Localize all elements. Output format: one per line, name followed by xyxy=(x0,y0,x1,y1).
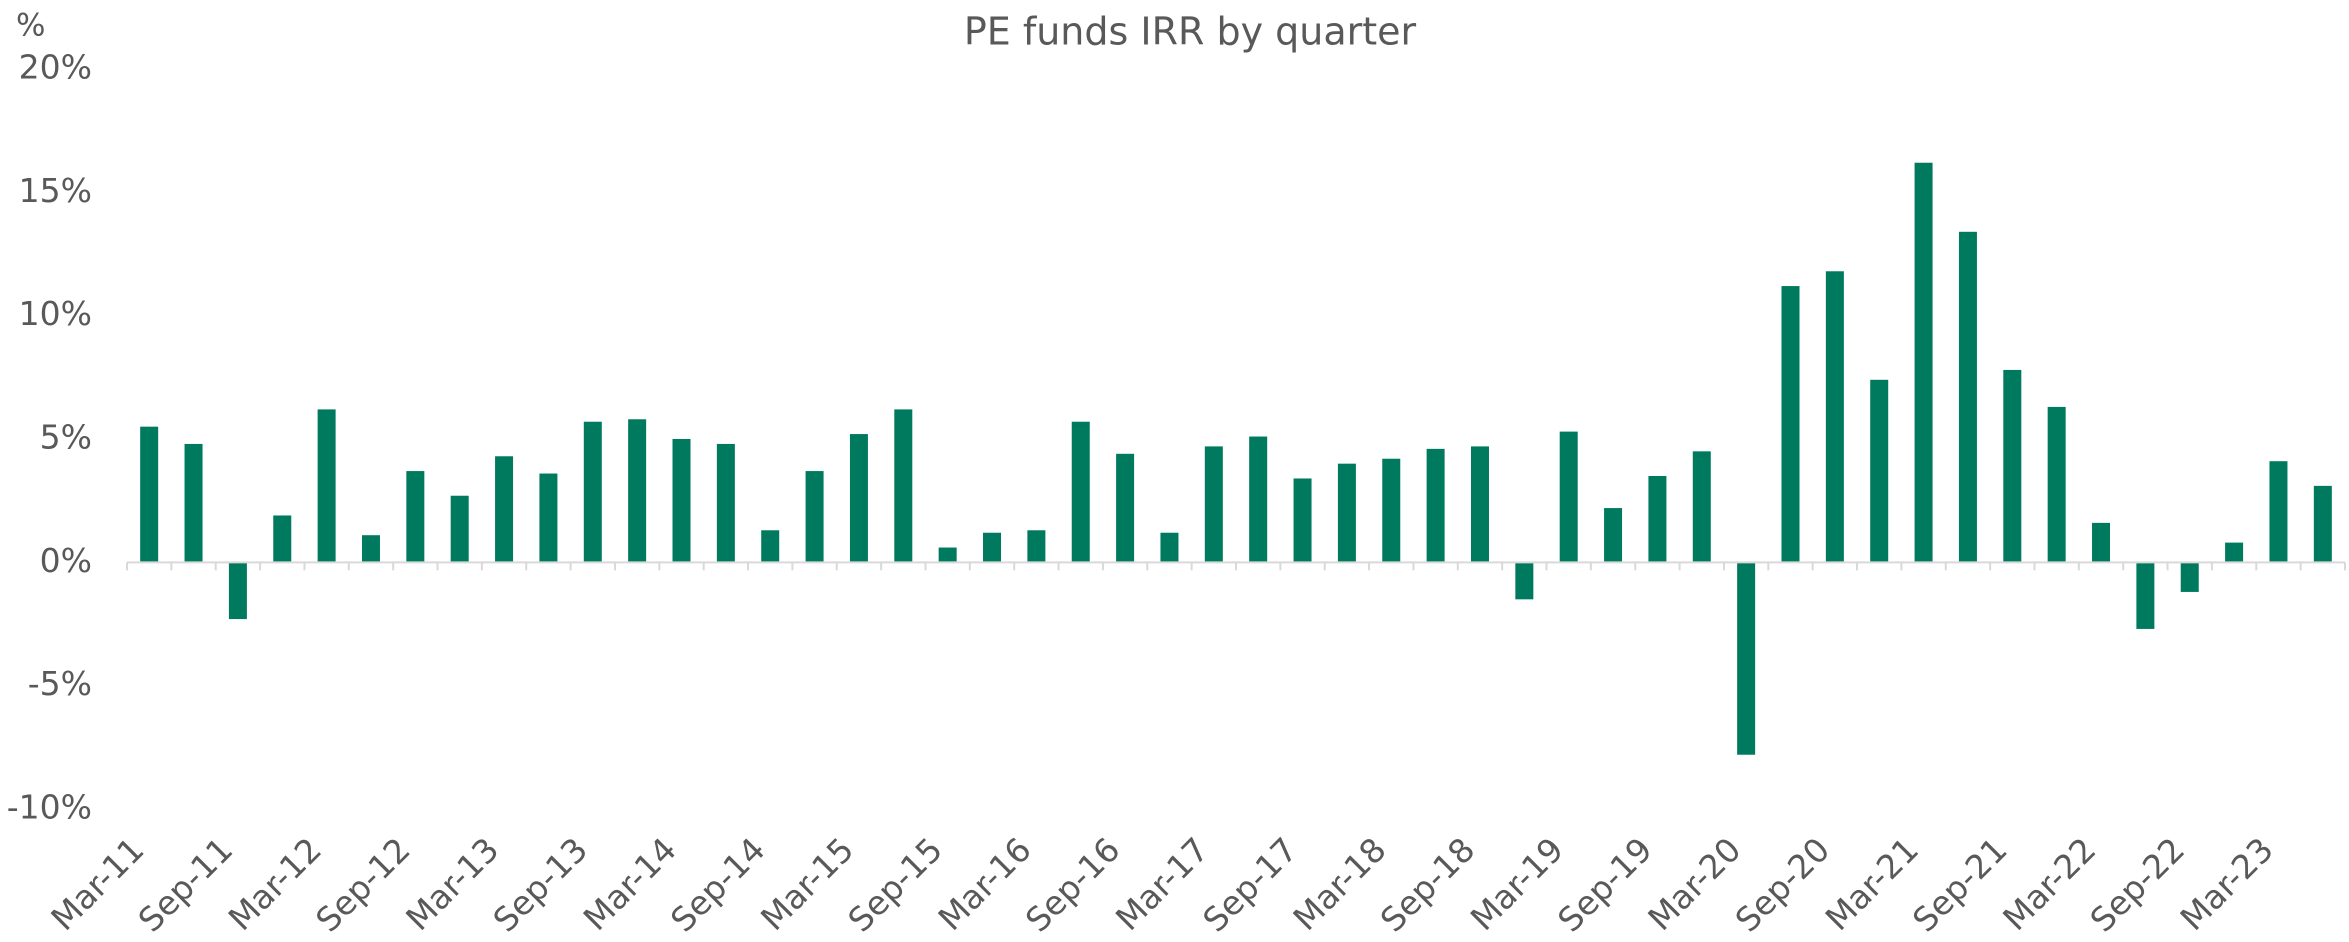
y-tick-label: 0% xyxy=(40,541,92,580)
bar xyxy=(1604,508,1623,563)
x-tick-label: Sep-12 xyxy=(308,830,418,940)
bar xyxy=(1382,458,1401,563)
bar xyxy=(1293,478,1312,563)
bar xyxy=(983,532,1002,563)
x-tick-label: Mar-19 xyxy=(1463,830,1571,938)
bar xyxy=(2225,542,2244,563)
bar xyxy=(1559,431,1578,563)
bar xyxy=(140,426,159,563)
bar xyxy=(1204,446,1223,563)
bar xyxy=(1027,530,1046,563)
x-tick-label: Sep-17 xyxy=(1195,830,1305,940)
bar xyxy=(1426,448,1445,563)
x-tick-label: Mar-20 xyxy=(1640,830,1748,938)
bar xyxy=(2047,406,2066,563)
chart-title: PE funds IRR by quarter xyxy=(964,10,1417,54)
bar xyxy=(1249,436,1268,563)
bar xyxy=(450,495,469,563)
bar xyxy=(539,473,558,563)
y-tick-label: 5% xyxy=(40,418,92,457)
x-tick-label: Mar-14 xyxy=(576,830,684,938)
x-tick-label: Mar-15 xyxy=(753,830,861,938)
bar xyxy=(1160,532,1179,563)
bar xyxy=(716,443,735,563)
x-tick-label: Mar-21 xyxy=(1818,830,1926,938)
x-tick-label: Sep-18 xyxy=(1373,830,1483,940)
bar xyxy=(2092,522,2111,563)
y-tick-label: 10% xyxy=(19,294,92,333)
x-tick-label: Sep-13 xyxy=(485,830,595,940)
x-tick-label: Sep-16 xyxy=(1018,830,1128,940)
x-tick-label: Mar-16 xyxy=(931,830,1039,938)
x-tick-label: Mar-11 xyxy=(43,830,151,938)
x-tick-label: Mar-23 xyxy=(2173,830,2281,938)
bar xyxy=(184,443,203,563)
bar xyxy=(938,547,957,563)
bar xyxy=(2180,562,2199,592)
y-tick-label: 15% xyxy=(19,171,92,210)
x-tick-label: Sep-11 xyxy=(131,830,241,940)
x-tick-label: Mar-17 xyxy=(1108,830,1216,938)
unit-label: % xyxy=(16,8,45,44)
bar xyxy=(1825,271,1844,563)
x-tick-label: Sep-22 xyxy=(2082,830,2192,940)
x-tick-label: Mar-13 xyxy=(398,830,506,938)
bar xyxy=(2003,369,2022,563)
bar xyxy=(805,471,824,563)
bar xyxy=(1914,162,1933,563)
bar xyxy=(1116,453,1135,563)
bar xyxy=(2136,562,2155,629)
x-tick-label: Sep-14 xyxy=(663,830,773,940)
bar xyxy=(2269,461,2288,563)
bar xyxy=(628,419,647,563)
bar xyxy=(1870,379,1889,563)
y-tick-label: 20% xyxy=(19,48,92,87)
bar xyxy=(583,421,602,563)
bar xyxy=(1515,562,1534,600)
bar xyxy=(495,456,514,563)
bar xyxy=(894,409,913,563)
x-tick-label: Sep-21 xyxy=(1905,830,2015,940)
x-tick-label: Sep-20 xyxy=(1728,830,1838,940)
bar xyxy=(273,515,292,563)
bar xyxy=(361,535,380,563)
bar xyxy=(1648,476,1667,563)
bar xyxy=(317,409,336,563)
bar xyxy=(2313,485,2332,563)
x-tick-label: Mar-18 xyxy=(1285,830,1393,938)
x-tick-label: Mar-12 xyxy=(221,830,329,938)
bar xyxy=(1470,446,1489,563)
y-tick-label: -5% xyxy=(28,664,92,703)
bar xyxy=(1337,463,1356,563)
bar xyxy=(1958,231,1977,563)
bar xyxy=(228,562,247,620)
y-tick-label: -10% xyxy=(7,788,92,827)
bar xyxy=(761,530,780,563)
bar xyxy=(1692,451,1711,563)
bar xyxy=(672,439,691,563)
x-tick-label: Mar-22 xyxy=(1995,830,2103,938)
bar xyxy=(406,471,425,563)
bar xyxy=(1737,562,1756,755)
bar xyxy=(1071,421,1090,563)
x-tick-label: Sep-19 xyxy=(1550,830,1660,940)
bar xyxy=(849,434,868,563)
bar xyxy=(1781,286,1800,563)
x-tick-label: Sep-15 xyxy=(840,830,950,940)
